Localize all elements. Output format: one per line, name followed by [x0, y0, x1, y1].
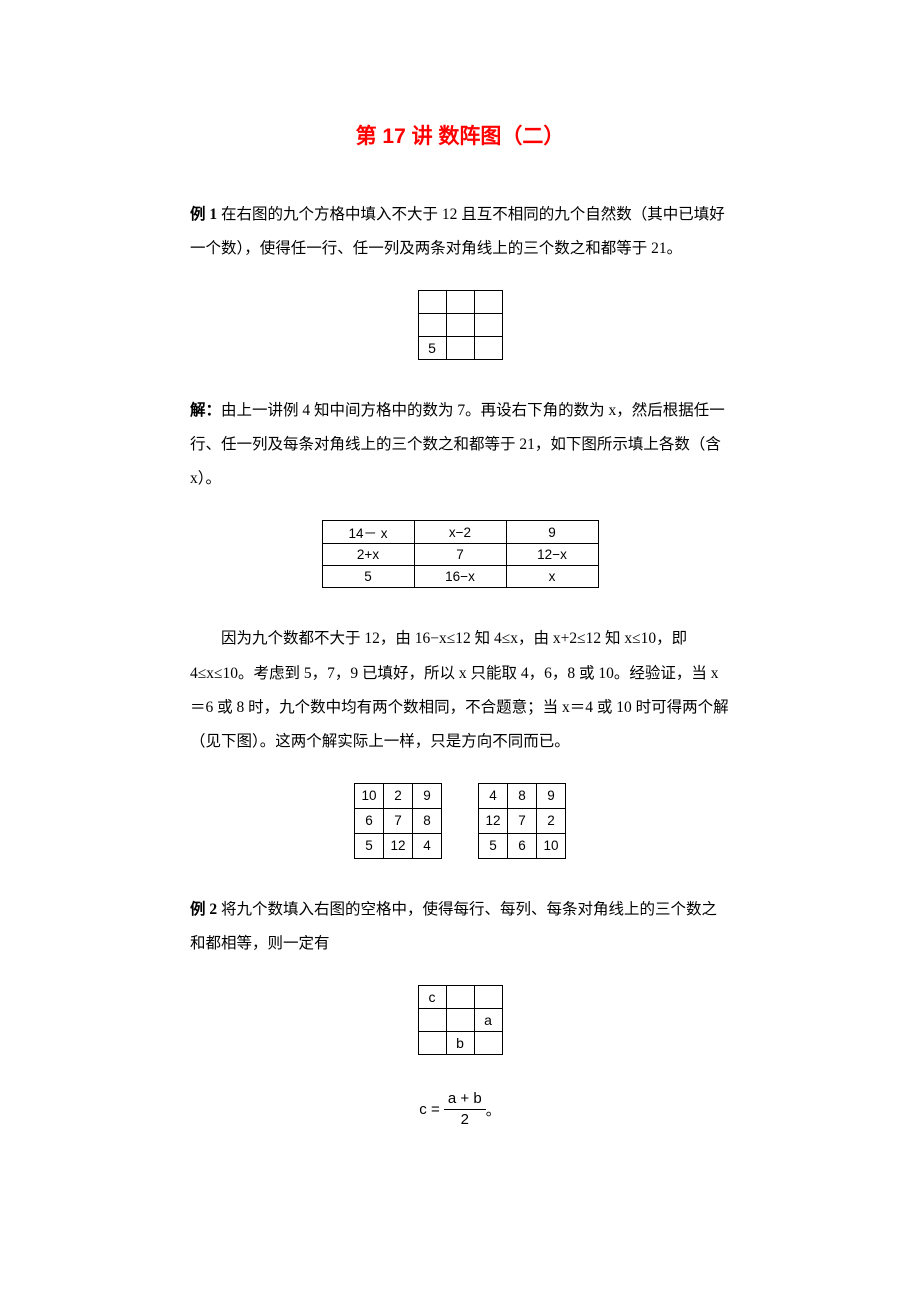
solution-grid-a: 10 2 9 6 7 8 5 12 4	[354, 783, 442, 859]
grid-cell: x	[506, 566, 598, 588]
grid-cell: 6	[508, 833, 537, 858]
example1-label: 例 1	[190, 206, 221, 223]
grid-cell: 14－ x	[322, 521, 414, 544]
grid-cell: a	[474, 1009, 502, 1032]
example1-statement: 例 1 在右图的九个方格中填入不大于 12 且互不相同的九个自然数（其中已填好一…	[190, 198, 730, 266]
grid-cell: 8	[508, 783, 537, 808]
example2-text: 将九个数填入右图的空格中，使得每行、每列、每条对角线上的三个数之和都相等，则一定…	[190, 901, 717, 952]
grid-cell	[418, 291, 446, 314]
solution-text: 由上一讲例 4 知中间方格中的数为 7。再设右下角的数为 x，然后根据任一行、任…	[190, 402, 725, 487]
grid-cell: 5	[479, 833, 508, 858]
table-row: 6 7 8	[355, 808, 442, 833]
table-row: a	[418, 1009, 502, 1032]
grid-cell: 7	[508, 808, 537, 833]
table-row: 2+x 7 12−x	[322, 544, 598, 566]
grid-cell: 4	[479, 783, 508, 808]
formula-denominator: 2	[444, 1110, 486, 1130]
solution-label: 解：	[190, 402, 221, 419]
table-row: 12 7 2	[479, 808, 566, 833]
page-title: 第 17 讲 数阵图（二）	[190, 120, 730, 150]
table-row: 14－ x x−2 9	[322, 521, 598, 544]
grid-cell: 9	[506, 521, 598, 544]
grid-cell: 2+x	[322, 544, 414, 566]
grid-cell	[446, 291, 474, 314]
grid-cell: 7	[414, 544, 506, 566]
grid-cell	[474, 314, 502, 337]
solution-grid-b: 4 8 9 12 7 2 5 6 10	[478, 783, 566, 859]
grid-cell	[474, 1032, 502, 1055]
table-row: b	[418, 1032, 502, 1055]
grid-cell: 8	[413, 808, 442, 833]
grid3-table: c a b	[418, 985, 503, 1055]
table-row: 4 8 9	[479, 783, 566, 808]
grid-cell	[418, 314, 446, 337]
grid-cell	[474, 337, 502, 360]
example2-statement: 例 2 将九个数填入右图的空格中，使得每行、每列、每条对角线上的三个数之和都相等…	[190, 893, 730, 961]
grid-cell: 5	[355, 833, 384, 858]
table-row	[418, 314, 502, 337]
grid-cell: 6	[355, 808, 384, 833]
grid-cell	[418, 1009, 446, 1032]
grid1-table: 5	[418, 290, 503, 360]
grid-cell: 9	[413, 783, 442, 808]
table-row: c	[418, 986, 502, 1009]
solution-para1: 解：由上一讲例 4 知中间方格中的数为 7。再设右下角的数为 x，然后根据任一行…	[190, 394, 730, 496]
figure-grid1: 5	[190, 290, 730, 360]
formula-lhs: c =	[419, 1101, 439, 1118]
table-row: 5 16−x x	[322, 566, 598, 588]
grid-cell	[418, 1032, 446, 1055]
formula-fraction: a + b 2	[444, 1089, 486, 1130]
grid-cell: 12	[479, 808, 508, 833]
grid-cell: 9	[537, 783, 566, 808]
table-row: 5	[418, 337, 502, 360]
table-row: 5 12 4	[355, 833, 442, 858]
table-row: 5 6 10	[479, 833, 566, 858]
formula: c = a + b 2 。	[190, 1089, 730, 1130]
grid-cell: 10	[537, 833, 566, 858]
grid-cell: 5	[418, 337, 446, 360]
grid-cell	[446, 986, 474, 1009]
grid-cell: c	[418, 986, 446, 1009]
formula-numerator: a + b	[444, 1089, 486, 1110]
figure-table2: 14－ x x−2 9 2+x 7 12−x 5 16−x x	[190, 520, 730, 588]
table-row: 10 2 9	[355, 783, 442, 808]
figure-solutions: 10 2 9 6 7 8 5 12 4 4 8 9 12	[190, 783, 730, 859]
algebra-table: 14－ x x−2 9 2+x 7 12−x 5 16−x x	[322, 520, 599, 588]
grid-cell	[446, 314, 474, 337]
grid-cell: 2	[384, 783, 413, 808]
example1-text: 在右图的九个方格中填入不大于 12 且互不相同的九个自然数（其中已填好一个数），…	[190, 206, 725, 257]
grid-cell: 16−x	[414, 566, 506, 588]
grid-cell: x−2	[414, 521, 506, 544]
formula-tail: 。	[486, 1102, 501, 1119]
grid-cell: 7	[384, 808, 413, 833]
grid-cell: 12	[384, 833, 413, 858]
grid-cell: 10	[355, 783, 384, 808]
grid-cell: 2	[537, 808, 566, 833]
grid-cell: 5	[322, 566, 414, 588]
grid-cell	[446, 1009, 474, 1032]
grid-cell: 12−x	[506, 544, 598, 566]
grid-cell: b	[446, 1032, 474, 1055]
grid-cell: 4	[413, 833, 442, 858]
analysis-para: 因为九个数都不大于 12，由 16−x≤12 知 4≤x，由 x+2≤12 知 …	[190, 622, 730, 758]
grid-cell	[446, 337, 474, 360]
solution-pair: 10 2 9 6 7 8 5 12 4 4 8 9 12	[354, 783, 566, 859]
table-row	[418, 291, 502, 314]
grid-cell	[474, 986, 502, 1009]
example2-label: 例 2	[190, 901, 221, 918]
grid-cell	[474, 291, 502, 314]
figure-grid3: c a b	[190, 985, 730, 1055]
